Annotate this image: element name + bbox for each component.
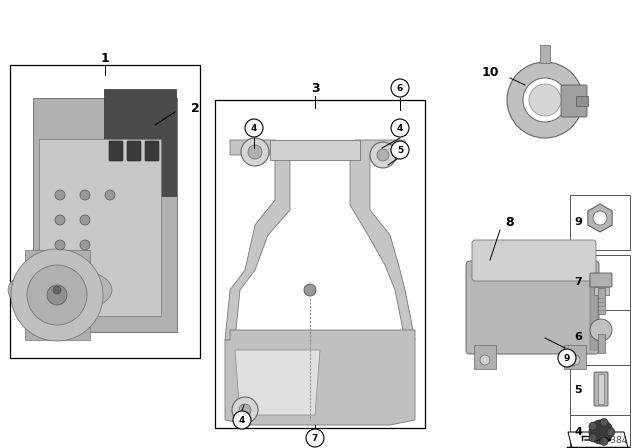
Polygon shape — [568, 432, 628, 448]
FancyBboxPatch shape — [39, 139, 161, 316]
Circle shape — [607, 428, 615, 436]
FancyBboxPatch shape — [104, 89, 176, 196]
Circle shape — [80, 190, 90, 200]
Circle shape — [589, 420, 613, 444]
Circle shape — [80, 240, 90, 250]
Circle shape — [248, 145, 262, 159]
Polygon shape — [588, 204, 612, 232]
Circle shape — [529, 84, 561, 116]
Circle shape — [600, 418, 608, 426]
Polygon shape — [46, 284, 74, 296]
Circle shape — [11, 249, 103, 341]
Polygon shape — [25, 250, 90, 340]
FancyBboxPatch shape — [564, 345, 586, 369]
Circle shape — [570, 355, 580, 365]
Circle shape — [590, 319, 612, 341]
Circle shape — [589, 434, 597, 442]
Polygon shape — [590, 278, 598, 350]
Bar — [10, 65, 200, 358]
FancyBboxPatch shape — [561, 85, 587, 117]
Circle shape — [370, 142, 396, 168]
Text: 5: 5 — [397, 146, 403, 155]
Text: 9: 9 — [564, 353, 570, 362]
Circle shape — [306, 429, 324, 447]
FancyBboxPatch shape — [33, 98, 177, 332]
Circle shape — [391, 119, 409, 137]
Circle shape — [304, 284, 316, 296]
Text: 4: 4 — [574, 427, 582, 437]
FancyBboxPatch shape — [472, 240, 596, 281]
Polygon shape — [8, 267, 112, 314]
FancyBboxPatch shape — [576, 96, 588, 106]
FancyBboxPatch shape — [598, 288, 605, 314]
Bar — [570, 195, 630, 250]
Circle shape — [480, 355, 490, 365]
Circle shape — [391, 79, 409, 97]
Polygon shape — [235, 350, 320, 415]
Circle shape — [55, 240, 65, 250]
FancyBboxPatch shape — [590, 273, 612, 287]
Circle shape — [507, 62, 583, 138]
Text: 337384: 337384 — [594, 436, 628, 445]
Polygon shape — [270, 140, 360, 160]
FancyBboxPatch shape — [540, 45, 550, 63]
Text: 3: 3 — [310, 82, 319, 95]
Circle shape — [241, 138, 269, 166]
Circle shape — [600, 438, 608, 445]
Bar — [215, 100, 425, 428]
FancyBboxPatch shape — [127, 141, 141, 161]
Circle shape — [53, 286, 61, 294]
Text: 4: 4 — [397, 124, 403, 133]
Text: 9: 9 — [574, 217, 582, 227]
FancyBboxPatch shape — [594, 372, 608, 406]
Circle shape — [47, 285, 67, 305]
Text: 7: 7 — [312, 434, 318, 443]
Bar — [570, 310, 630, 365]
Circle shape — [233, 411, 251, 429]
Circle shape — [589, 422, 597, 430]
FancyBboxPatch shape — [598, 374, 604, 404]
Circle shape — [105, 190, 115, 200]
Circle shape — [55, 190, 65, 200]
Text: 6: 6 — [397, 83, 403, 92]
Text: 8: 8 — [506, 215, 515, 228]
Text: 6: 6 — [574, 332, 582, 342]
Bar — [570, 415, 630, 448]
Polygon shape — [225, 140, 290, 340]
FancyBboxPatch shape — [474, 345, 496, 369]
FancyBboxPatch shape — [466, 261, 599, 354]
Circle shape — [558, 349, 576, 367]
FancyBboxPatch shape — [593, 287, 609, 294]
Circle shape — [239, 404, 251, 416]
Circle shape — [80, 215, 90, 225]
FancyBboxPatch shape — [109, 141, 123, 161]
Circle shape — [245, 119, 263, 137]
Circle shape — [523, 78, 567, 122]
Text: 4: 4 — [239, 415, 245, 425]
Text: 2: 2 — [191, 102, 200, 115]
Circle shape — [391, 141, 409, 159]
Circle shape — [593, 211, 607, 225]
Circle shape — [55, 215, 65, 225]
Text: 7: 7 — [574, 277, 582, 287]
Polygon shape — [350, 140, 415, 340]
Text: 4: 4 — [251, 124, 257, 133]
Text: 10: 10 — [481, 65, 499, 78]
Text: 5: 5 — [574, 385, 582, 395]
Circle shape — [377, 149, 389, 161]
Text: 1: 1 — [100, 52, 109, 65]
Bar — [570, 365, 630, 415]
Polygon shape — [225, 330, 415, 425]
Bar — [570, 255, 630, 310]
FancyBboxPatch shape — [598, 333, 605, 353]
Circle shape — [232, 397, 258, 423]
FancyBboxPatch shape — [145, 141, 159, 161]
Circle shape — [27, 265, 87, 325]
